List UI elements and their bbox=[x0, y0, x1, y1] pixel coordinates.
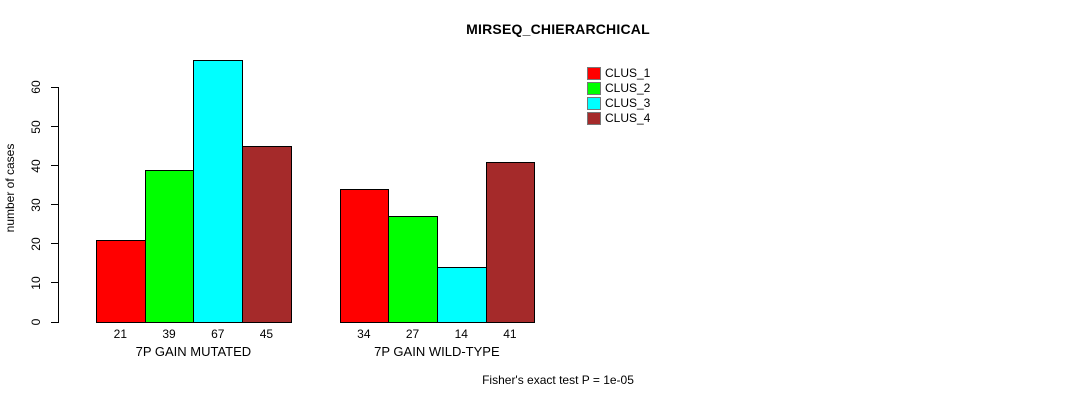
legend-label-clus_2: CLUS_2 bbox=[605, 80, 651, 95]
y-tick-label: 20 bbox=[29, 237, 43, 251]
bar-value-label: 34 bbox=[357, 327, 371, 341]
annotation-text: Fisher's exact test P = 1e-05 bbox=[482, 373, 634, 387]
y-tick bbox=[51, 321, 58, 323]
legend-label-clus_4: CLUS_4 bbox=[605, 111, 651, 126]
y-tick-label: 0 bbox=[29, 318, 43, 326]
group-label: 7P GAIN MUTATED bbox=[135, 344, 252, 359]
bar-value-label: 39 bbox=[162, 327, 176, 341]
y-axis-label: number of cases bbox=[3, 143, 17, 233]
chart-title: MIRSEQ_CHIERARCHICAL bbox=[466, 21, 650, 37]
legend-label-clus_1: CLUS_1 bbox=[605, 65, 651, 80]
y-tick-label: 60 bbox=[29, 80, 43, 95]
y-tick-label: 10 bbox=[29, 276, 43, 290]
bar-value-label: 21 bbox=[113, 327, 128, 341]
legend-swatch-clus_4 bbox=[587, 112, 601, 126]
y-tick-label: 40 bbox=[29, 158, 43, 173]
bar-clus_1-2 bbox=[339, 189, 390, 323]
bar-clus_2-1 bbox=[144, 169, 195, 323]
legend-label-clus_3: CLUS_3 bbox=[605, 96, 651, 111]
bar-clus_2-2 bbox=[388, 216, 438, 323]
group-label: 7P GAIN WILD-TYPE bbox=[374, 344, 500, 359]
y-axis-line bbox=[58, 87, 60, 323]
bar-clus_3-2 bbox=[436, 267, 487, 323]
bar-value-label: 45 bbox=[259, 327, 274, 341]
y-tick bbox=[51, 86, 58, 88]
bar-clus_4-1 bbox=[242, 146, 292, 323]
bar-value-label: 14 bbox=[454, 327, 468, 341]
y-tick bbox=[51, 282, 58, 284]
y-tick bbox=[51, 126, 58, 127]
bar-value-label: 41 bbox=[503, 327, 517, 341]
bar-clus_3-1 bbox=[193, 60, 244, 323]
y-tick bbox=[51, 243, 58, 245]
bar-clus_4-2 bbox=[485, 161, 536, 323]
y-tick-label: 50 bbox=[29, 119, 43, 134]
y-tick bbox=[51, 204, 58, 206]
bar-value-label: 67 bbox=[211, 327, 225, 341]
legend-swatch-clus_2 bbox=[587, 81, 601, 95]
legend-swatch-clus_3 bbox=[587, 97, 601, 111]
y-tick bbox=[51, 165, 58, 167]
bar-clus_1-1 bbox=[96, 239, 146, 323]
legend-swatch-clus_1 bbox=[587, 66, 601, 80]
bar-value-label: 27 bbox=[405, 327, 420, 341]
y-tick-label: 30 bbox=[29, 198, 43, 212]
